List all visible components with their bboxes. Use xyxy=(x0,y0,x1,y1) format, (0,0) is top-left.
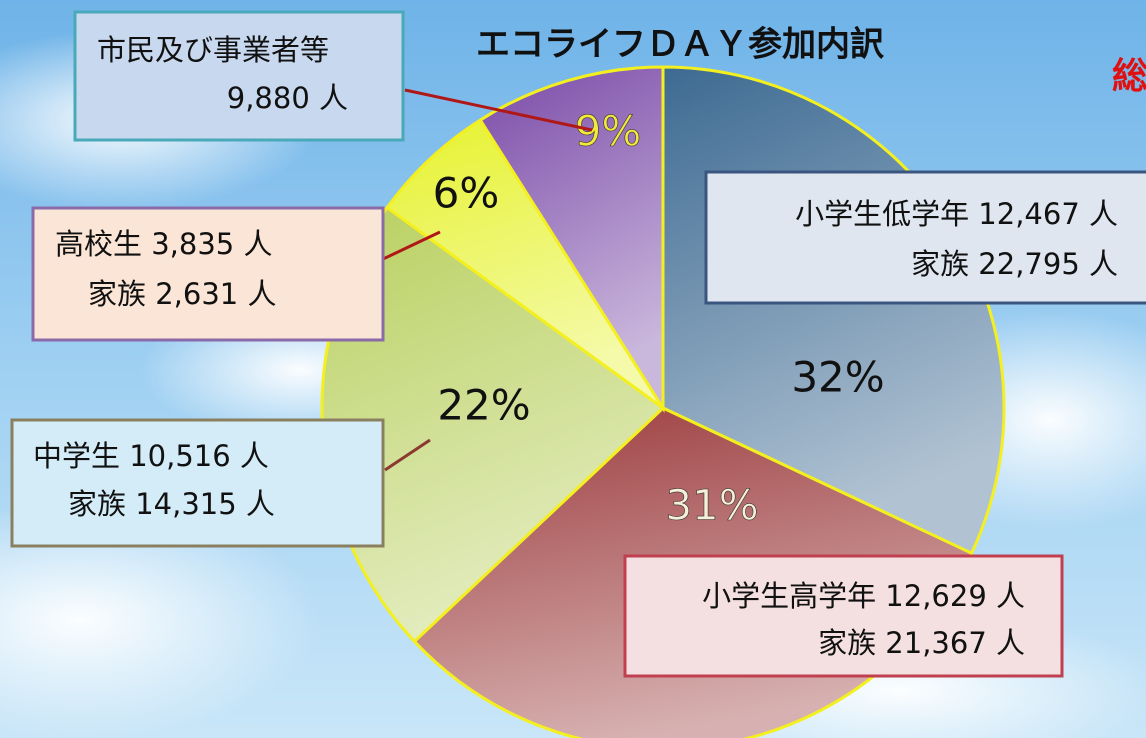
side-text: 総 xyxy=(1112,56,1146,97)
data-label: 22% xyxy=(437,381,530,430)
callout-text: 9,880 人 xyxy=(227,81,348,115)
data-label: 6% xyxy=(433,169,500,218)
callout-text: 家族 22,795 人 xyxy=(911,247,1118,281)
data-label: 32% xyxy=(791,353,884,402)
callout-text: 家族 14,315 人 xyxy=(68,487,275,521)
callout-text: 市民及び事業者等 xyxy=(97,33,329,67)
data-label: 9% xyxy=(575,107,642,156)
callout-text: 小学生高学年 12,629 人 xyxy=(702,579,1025,613)
callout-text: 高校生 3,835 人 xyxy=(55,227,272,261)
chart: 32% 31% 22% 6% 9% 小学生低学年 12,467 人家族 22,795 人… xyxy=(0,0,1146,738)
chart-title: エコライフＤＡＹ参加内訳 xyxy=(476,25,885,65)
data-label: 31% xyxy=(665,481,758,530)
callout-text: 家族 21,367 人 xyxy=(818,626,1025,660)
callout-box xyxy=(706,172,1146,303)
callout-text: 中学生 10,516 人 xyxy=(33,439,269,473)
callout-box xyxy=(75,12,403,140)
callout-text: 小学生低学年 12,467 人 xyxy=(795,197,1118,231)
callout-text: 家族 2,631 人 xyxy=(88,277,276,311)
